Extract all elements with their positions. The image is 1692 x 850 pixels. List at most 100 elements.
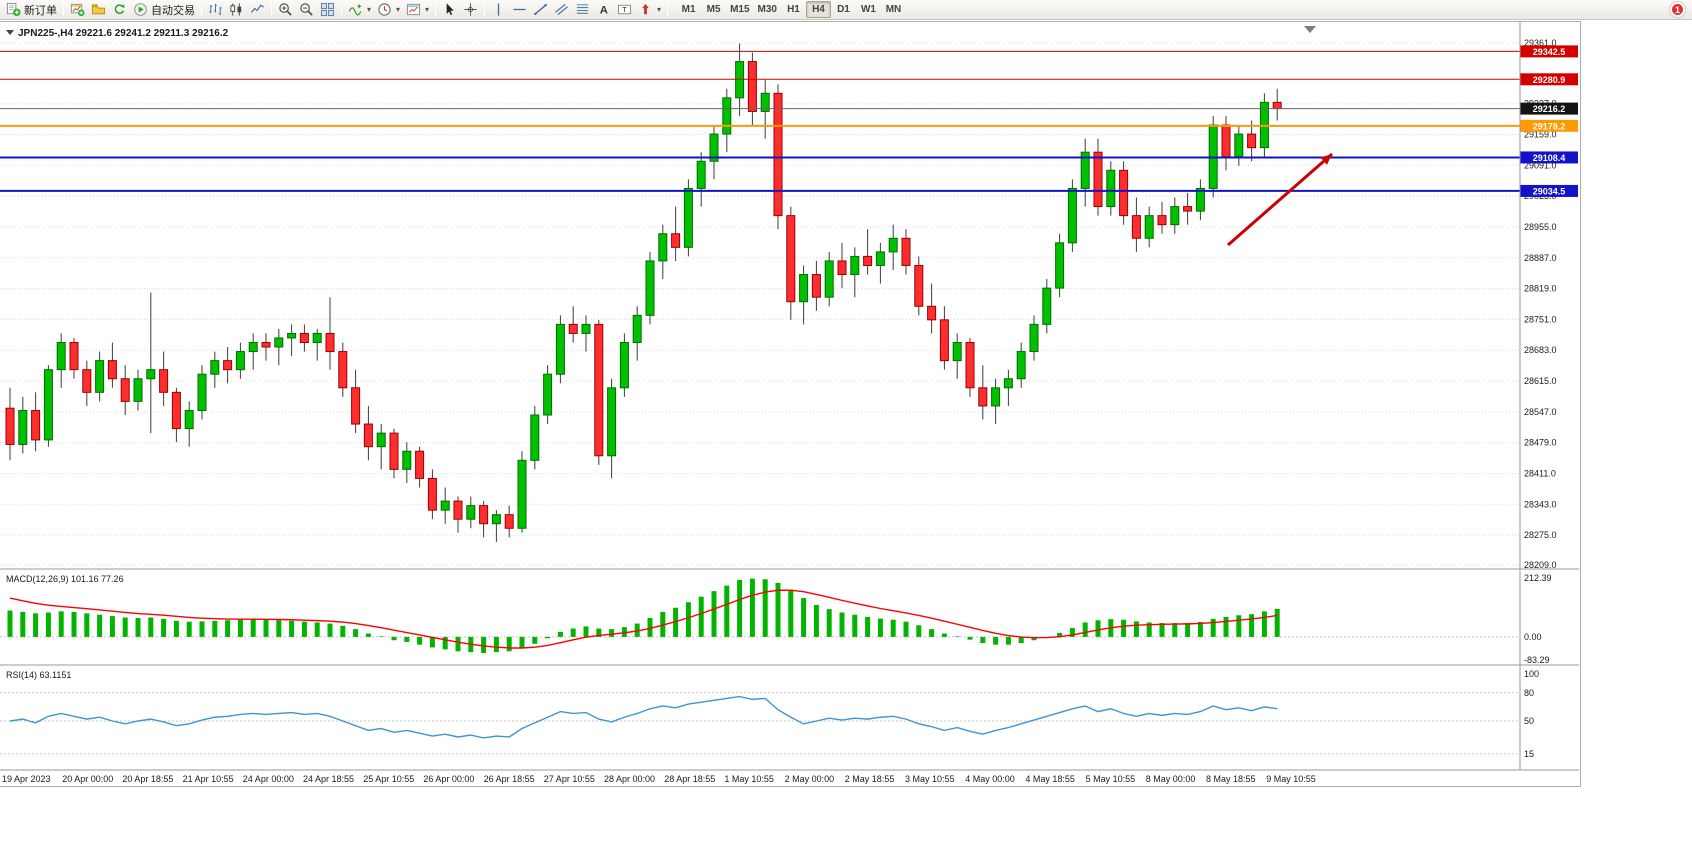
time-axis[interactable]: 19 Apr 2023 20 Apr 00:00 20 Apr 18:55 21 Ap… [2, 774, 1316, 784]
svg-text:0.00: 0.00 [1524, 632, 1542, 642]
text-icon: A [596, 2, 611, 17]
svg-text:28751.0: 28751.0 [1524, 314, 1557, 324]
svg-text:28 Apr 00:00: 28 Apr 00:00 [604, 774, 655, 784]
toolbar-separator [484, 3, 486, 16]
new-chart-icon [70, 2, 85, 17]
svg-text:20 Apr 18:55: 20 Apr 18:55 [122, 774, 173, 784]
rsi-panel: RSI(14) 63.1151 100 80 50 15 [0, 669, 1539, 759]
tile-windows-icon [320, 2, 335, 17]
auto-trading-button-label: 自动交易 [151, 4, 195, 17]
svg-text:29216.2: 29216.2 [1533, 104, 1566, 114]
svg-text:28 Apr 18:55: 28 Apr 18:55 [664, 774, 715, 784]
support-line-1[interactable]: 29108.4 [0, 151, 1578, 164]
zoom-in-icon [278, 2, 293, 17]
price-axis[interactable] [1520, 22, 1578, 770]
channel-button[interactable] [551, 1, 572, 19]
svg-text:28275.0: 28275.0 [1524, 530, 1557, 540]
svg-text:4 May 00:00: 4 May 00:00 [965, 774, 1015, 784]
svg-text:29034.5: 29034.5 [1533, 186, 1566, 196]
last-price-line[interactable]: 29216.2 [0, 102, 1578, 115]
dropdown-caret-icon[interactable]: ▾ [367, 5, 372, 14]
fibonacci-button[interactable] [572, 1, 593, 19]
dropdown-caret-icon[interactable]: ▾ [396, 5, 401, 14]
svg-text:28887.0: 28887.0 [1524, 253, 1557, 263]
timeframe-m5-button[interactable]: M5 [701, 1, 726, 18]
svg-text:15: 15 [1524, 749, 1534, 759]
svg-text:29091.0: 29091.0 [1524, 160, 1557, 170]
svg-text:5 May 10:55: 5 May 10:55 [1086, 774, 1136, 784]
svg-text:28343.0: 28343.0 [1524, 499, 1557, 509]
crosshair-icon [463, 2, 478, 17]
svg-text:25 Apr 10:55: 25 Apr 10:55 [363, 774, 414, 784]
crosshair-button[interactable] [460, 1, 481, 19]
resistance-line-1[interactable]: 29342.5 [0, 45, 1578, 58]
svg-text:-83.29: -83.29 [1524, 655, 1550, 665]
cursor-button[interactable] [439, 1, 460, 19]
macd-label: MACD(12,26,9) 101.16 77.26 [6, 574, 124, 584]
vertical-line-button[interactable] [488, 1, 509, 19]
templates-button[interactable]: ▾ [403, 1, 432, 19]
label-button[interactable]: T [614, 1, 635, 19]
notifications-badge[interactable]: 1 [1670, 2, 1685, 17]
trendline-button[interactable] [530, 1, 551, 19]
svg-text:50: 50 [1524, 716, 1534, 726]
timeframe-h1-button[interactable]: H1 [781, 1, 806, 18]
indicators-button[interactable]: ▾ [345, 1, 374, 19]
svg-text:8 May 18:55: 8 May 18:55 [1206, 774, 1256, 784]
chart-plot-area[interactable] [0, 22, 1520, 569]
svg-text:28547.0: 28547.0 [1524, 407, 1557, 417]
symbol-dropdown-icon[interactable] [6, 30, 14, 35]
rsi-label: RSI(14) 63.1151 [6, 670, 71, 680]
line-chart-button[interactable] [247, 1, 268, 19]
svg-text:A: A [600, 5, 608, 17]
price-grid: 29361.029227.029159.029091.029023.028955… [0, 38, 1557, 570]
svg-text:19 Apr 2023: 19 Apr 2023 [2, 774, 51, 784]
timeframe-m30-button[interactable]: M30 [754, 1, 781, 18]
new-chart-button[interactable] [67, 1, 88, 19]
profiles-button[interactable] [88, 1, 109, 19]
cursor-icon [442, 2, 457, 17]
chart-window[interactable]: 29361.029227.029159.029091.029023.028955… [0, 21, 1581, 787]
auto-trading-button[interactable]: 自动交易 [130, 1, 198, 19]
price-chart[interactable]: 29361.029227.029159.029091.029023.028955… [0, 22, 1579, 786]
zoom-in-button[interactable] [275, 1, 296, 19]
dropdown-caret-icon[interactable]: ▾ [657, 5, 662, 14]
bar-chart-button[interactable] [205, 1, 226, 19]
svg-text:29361.0: 29361.0 [1524, 38, 1557, 48]
chart-title: JPN225-,H4 29221.6 29241.2 29211.3 29216… [6, 28, 229, 39]
chart-shift-marker[interactable] [1304, 26, 1316, 33]
dropdown-caret-icon[interactable]: ▾ [425, 5, 430, 14]
refresh-button[interactable] [109, 1, 130, 19]
timeframe-m1-button[interactable]: M1 [676, 1, 701, 18]
svg-text:21 Apr 10:55: 21 Apr 10:55 [183, 774, 234, 784]
orange-level-line[interactable]: 29178.2 [0, 119, 1578, 132]
svg-text:26 Apr 00:00: 26 Apr 00:00 [423, 774, 474, 784]
svg-text:9 May 10:55: 9 May 10:55 [1266, 774, 1316, 784]
timeframe-d1-button[interactable]: D1 [831, 1, 856, 18]
svg-text:1 May 10:55: 1 May 10:55 [724, 774, 774, 784]
candlestick-chart-button[interactable] [226, 1, 247, 19]
svg-text:26 Apr 18:55: 26 Apr 18:55 [484, 774, 535, 784]
support-line-2[interactable]: 29034.5 [0, 184, 1578, 197]
toolbar-separator [271, 3, 272, 16]
trendline-icon [533, 2, 548, 17]
periods-button[interactable]: ▾ [374, 1, 403, 19]
candles-layer [5, 43, 1282, 542]
horizontal-line-button[interactable] [509, 1, 530, 19]
text-button[interactable]: A [593, 1, 614, 19]
arrows-icon [638, 2, 653, 17]
new-order-button-label: 新订单 [24, 4, 57, 17]
new-order-button[interactable]: 新订单 [3, 1, 60, 19]
resistance-line-2[interactable]: 29280.9 [0, 73, 1578, 86]
tile-windows-button[interactable] [317, 1, 338, 19]
timeframe-m15-button[interactable]: M15 [726, 1, 753, 18]
arrows-button[interactable]: ▾ [635, 1, 664, 19]
timeframe-mn-button[interactable]: MN [881, 1, 906, 18]
svg-text:29178.2: 29178.2 [1533, 121, 1566, 131]
trend-arrow-annotation[interactable] [1227, 152, 1333, 247]
timeframe-w1-button[interactable]: W1 [856, 1, 881, 18]
timeframe-h4-button[interactable]: H4 [805, 1, 831, 18]
zoom-out-button[interactable] [296, 1, 317, 19]
svg-text:29342.5: 29342.5 [1533, 47, 1566, 57]
svg-text:3 May 10:55: 3 May 10:55 [905, 774, 955, 784]
